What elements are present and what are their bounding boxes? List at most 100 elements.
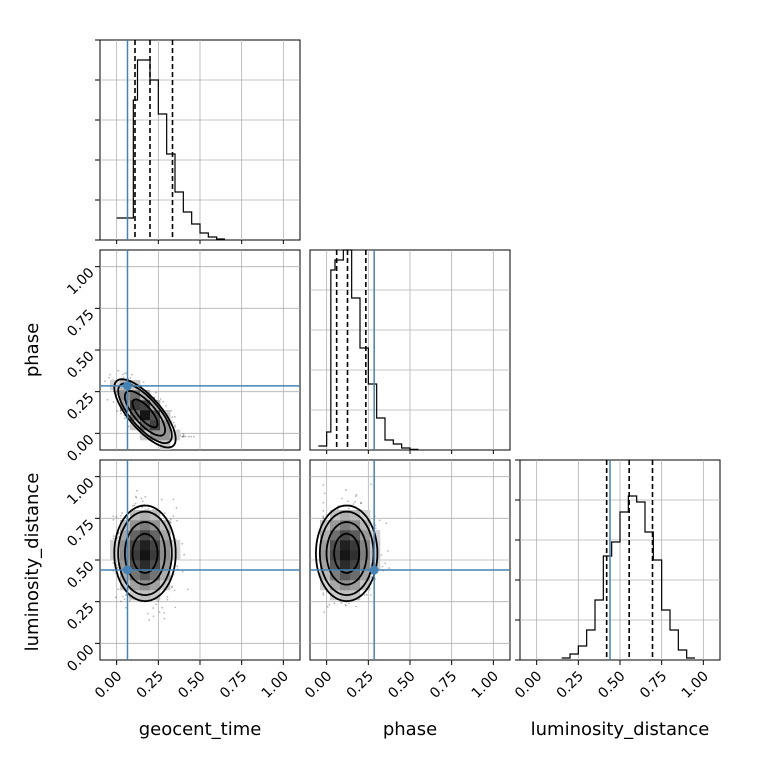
histogram-layer	[116, 40, 695, 660]
scatter-point	[166, 595, 169, 598]
scatter-point	[128, 599, 131, 602]
scatter-point	[352, 503, 355, 505]
hist-phase	[318, 249, 419, 450]
density-cell	[340, 570, 351, 581]
density-cell	[330, 560, 341, 571]
scatter-point	[333, 602, 336, 605]
scatter-point	[360, 502, 362, 504]
scatter-point	[159, 398, 162, 400]
density-cell	[140, 420, 151, 431]
scatter-point	[172, 515, 175, 517]
scatter-point	[174, 606, 177, 609]
xtick-label-phase: 0.00	[302, 668, 335, 701]
scatter-point	[171, 585, 174, 588]
density-cell	[120, 570, 131, 581]
scatter-point	[322, 484, 325, 486]
scatter-point	[171, 416, 174, 419]
density-cell	[370, 540, 381, 551]
density-cell	[360, 570, 371, 581]
density-cell	[140, 390, 151, 401]
tick-marks: 0.00 0.25 0.50 0.75 1.00 0.00 0.25 0.50 0.75 1.00…	[64, 39, 712, 702]
scatter-point	[114, 596, 117, 599]
scatter-point	[121, 512, 123, 514]
scatter-point	[363, 594, 366, 596]
scatter-point	[161, 606, 163, 609]
scatter-point	[116, 410, 119, 412]
scatter-point	[163, 512, 166, 515]
scatter-point	[182, 434, 185, 437]
scatter-point	[347, 507, 350, 510]
ytick-label-phase: 0.75	[64, 307, 97, 340]
scatter-point	[123, 417, 126, 420]
density-cell	[320, 540, 331, 551]
scatter-point	[347, 500, 349, 503]
scatter-point	[176, 565, 179, 568]
scatter-point	[174, 424, 176, 427]
scatter-point	[170, 409, 173, 412]
contour-line	[123, 521, 166, 586]
scatter-point	[109, 373, 111, 376]
ylabel-luminosity-distance: luminosity_distance	[22, 473, 43, 652]
density-cell	[160, 410, 171, 421]
scatter-point	[147, 508, 150, 510]
density-cell	[340, 520, 351, 531]
density-cell	[130, 580, 141, 591]
ytick-label-phase: 0.50	[64, 348, 97, 381]
density-cell	[130, 530, 141, 541]
scatter-point	[181, 435, 184, 438]
scatter-point	[192, 435, 195, 438]
scatter-point	[322, 515, 325, 518]
density-cell	[130, 410, 141, 421]
scatter-point	[366, 593, 368, 596]
density-cell	[330, 530, 341, 541]
density-cell	[150, 580, 161, 591]
scatter-point	[374, 524, 377, 527]
ytick-label-luminosity-distance: 0.25	[64, 600, 97, 633]
scatter-point	[157, 600, 160, 602]
scatter-point	[104, 380, 106, 383]
density-cell	[320, 530, 331, 541]
scatter-point	[370, 576, 373, 579]
ytick-label-phase: 0.25	[64, 390, 97, 423]
density-cell	[140, 540, 151, 551]
density-cell	[150, 570, 161, 581]
scatter-point	[115, 390, 118, 393]
density-cell	[150, 550, 161, 561]
scatter-point	[322, 592, 325, 595]
scatter-point	[175, 506, 178, 509]
xtick-label-phase: 1.00	[469, 668, 502, 701]
scatter-point	[152, 615, 155, 618]
density-cell	[140, 560, 151, 571]
xlabel-geocent-time: geocent_time	[139, 719, 262, 740]
density-cell	[130, 570, 141, 581]
scatter-point	[170, 586, 173, 589]
scatter-point	[181, 570, 184, 573]
scatter-point	[122, 376, 125, 379]
density-cell	[320, 520, 331, 531]
scatter-point	[162, 400, 165, 403]
xtick-label-geocent-time: 0.25	[134, 668, 167, 701]
scatter-point	[165, 404, 167, 407]
scatter-point	[116, 566, 119, 569]
scatter-point	[123, 598, 126, 601]
scatter-point	[181, 435, 184, 438]
xtick-label-phase: 0.25	[344, 668, 377, 701]
xtick-label-luminosity-distance: 0.25	[554, 668, 587, 701]
scatter-point	[166, 598, 169, 601]
density-cell	[130, 540, 141, 551]
scatter-point	[112, 401, 115, 403]
scatter-point	[140, 497, 143, 500]
scatter-point	[173, 589, 176, 592]
contour-line	[318, 510, 375, 597]
truth-markers	[100, 40, 611, 660]
density-cell	[120, 530, 131, 541]
density-cell	[320, 580, 331, 591]
ytick-label-luminosity-distance: 0.75	[64, 517, 97, 550]
scatter-point	[116, 537, 119, 540]
density-cell	[320, 570, 331, 581]
density-layer	[104, 369, 391, 622]
scatter-point	[386, 550, 389, 552]
scatter-point	[124, 594, 127, 597]
scatter-point	[323, 611, 326, 614]
hist-step-geocent-time	[116, 59, 225, 240]
